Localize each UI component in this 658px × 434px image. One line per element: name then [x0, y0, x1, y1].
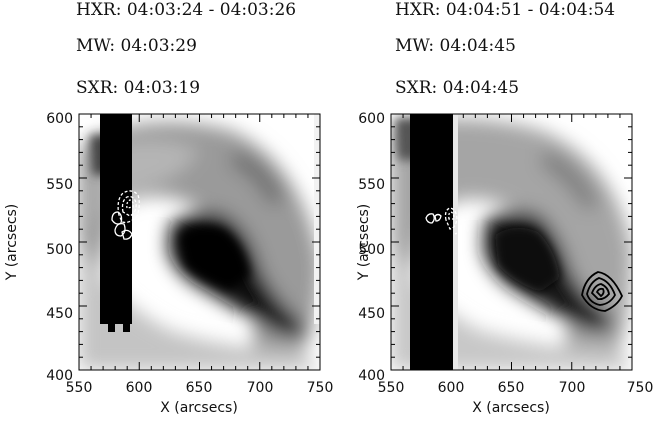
- panel1-xtick: 750: [307, 380, 334, 396]
- panel2-xtick: 600: [438, 380, 465, 396]
- panel2-xtick: 650: [498, 380, 525, 396]
- panel2-image: 550 600 650 700 750 400 450 500 550 600 …: [356, 111, 653, 416]
- panel1-ylabel: Y (arcsecs): [4, 204, 20, 282]
- panel1-ytick: 550: [46, 177, 73, 193]
- panel2-xlabel: X (arcsecs): [472, 400, 550, 416]
- panel1-hxr-time: HXR: 04:03:24 - 04:03:26: [76, 0, 297, 20]
- panel1-xtick: 700: [247, 380, 274, 396]
- panel2-ytick: 600: [358, 111, 385, 127]
- panel1-xtick: 550: [66, 380, 93, 396]
- panel2-ytick: 450: [358, 306, 385, 322]
- panel1-xtick: 600: [126, 380, 153, 396]
- panel2-ylabel: Y (arcsecs): [356, 204, 372, 282]
- panel1-sxr-time: SXR: 04:03:19: [76, 78, 201, 98]
- panel2-ytick: 500: [358, 242, 385, 258]
- panel1-xlabel: X (arcsecs): [160, 400, 238, 416]
- panel1-image: 550 600 650 700 750 400 450 500 550 600 …: [4, 111, 333, 416]
- panel2-xtick: 750: [627, 380, 654, 396]
- panel1-ytick: 450: [46, 306, 73, 322]
- panel2-ytick: 550: [358, 177, 385, 193]
- panel2-xtick: 550: [378, 380, 405, 396]
- panel1-ytick: 500: [46, 242, 73, 258]
- panel1-xtick: 650: [186, 380, 213, 396]
- panel1-mw-time: MW: 04:03:29: [76, 36, 197, 56]
- panel2-xtick: 700: [559, 380, 586, 396]
- panel2-mw-time: MW: 04:04:45: [395, 36, 516, 56]
- panel1-ytick: 400: [46, 368, 73, 384]
- panel2-hxr-time: HXR: 04:04:51 - 04:04:54: [395, 0, 616, 20]
- panel1-ytick: 600: [46, 111, 73, 127]
- panel2-ytick: 400: [358, 368, 385, 384]
- panel2-sxr-time: SXR: 04:04:45: [395, 78, 520, 98]
